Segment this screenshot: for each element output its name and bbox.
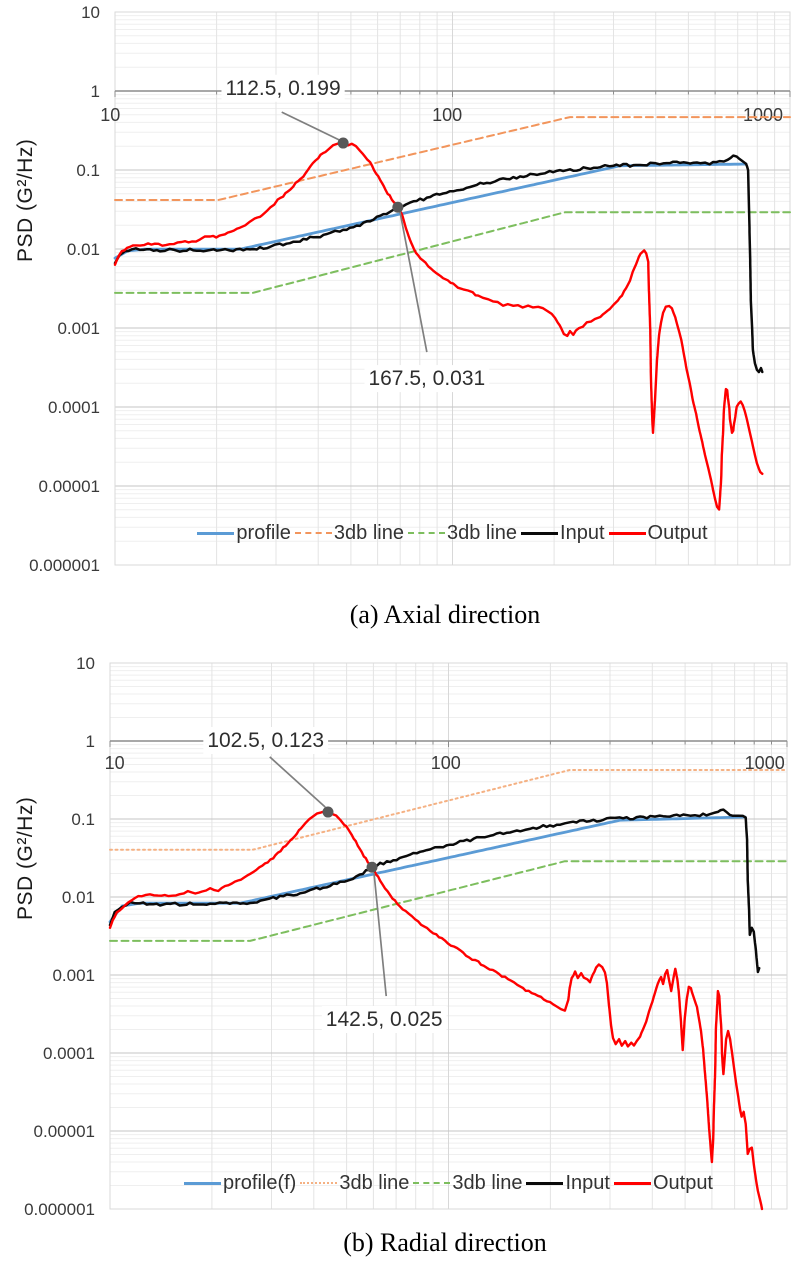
legend-item-label: 3db line [333,521,404,544]
legend-a: profile 3db line 3db line Input Output [115,520,790,546]
series-3db-line-upper [109,769,788,851]
y-axis-title-a: PSD (G²/Hz) [14,138,37,262]
legend-line-icon [613,1181,651,1185]
annotation-label-bg [203,726,329,754]
axial-chart: 10 1 0.1 0.01 0.001 0.0001 0.00001 0.000001 10 10… [0,0,800,590]
x-tick-label: 10 [105,753,125,773]
legend-item-label: 3db line [452,1171,523,1194]
series-3db-line-lower [109,860,788,942]
y-tick-label: 0.01 [62,888,95,907]
plot-border [114,11,791,566]
legend-line-icon [300,1182,338,1184]
y-tick-label: 0.001 [57,319,100,338]
legend-item-output: Output [608,521,708,545]
y-tick-label: 0.000001 [29,556,100,575]
legend-line-icon [294,532,332,534]
y-tick-label: 0.00001 [39,477,100,496]
y-tick-label: 0.1 [76,161,100,180]
legend-item-input: Input [521,521,605,545]
legend-item-label: Output [652,1171,713,1194]
x-tick-label: 1000 [745,753,785,773]
series-profile-f- [108,815,747,924]
legend-line-icon [526,1181,564,1185]
legend-item-profile: profile [197,521,291,545]
y-tick-label: 0.00001 [34,1122,95,1141]
legend-item-3db-line: 3db line [407,521,518,545]
radial-chart-svg: 10 1 0.1 0.01 0.001 0.0001 0.00001 0.000001 10 10… [24,654,788,1219]
annotation-label: 142.5, 0.025 [326,1008,443,1031]
caption-a: (a) Axial direction [349,600,541,629]
legend-item-output: Output [613,1171,713,1195]
legend-line-icon [407,532,445,534]
y-tick-label: 0.1 [71,810,95,829]
y-axis-title-b: PSD (G²/Hz) [14,796,37,920]
annotation: 167.5, 0.031 [364,201,490,393]
legend-line-icon [413,1182,451,1184]
radial-chart: 10 1 0.1 0.01 0.001 0.0001 0.00001 0.000001 10 10… [0,648,800,1226]
annotation-label: 167.5, 0.031 [368,367,485,390]
legend-item-3db-line: 3db line [300,1172,409,1195]
callout-dot [366,861,378,873]
callout-dot [392,201,404,213]
annotation: 142.5, 0.025 [321,861,447,1033]
legend-item-3db-line: 3db line [413,1172,522,1195]
legend-item-3db-line: 3db line [294,521,404,545]
callout-line [373,873,388,997]
annotation-label: 112.5, 0.199 [225,77,340,100]
series-output [113,142,764,511]
series-input [113,154,764,374]
x-tick-label: 100 [432,105,462,125]
y-tick-label: 10 [76,654,95,673]
legend-line-icon [197,531,235,535]
legend-item-label: Input [565,1171,610,1194]
y-tick-label: 1 [91,82,100,101]
caption-b: (b) Radial direction [343,1228,547,1257]
legend-item-label: 3db line [446,521,518,544]
series-output [108,809,764,1211]
callout-line [399,210,428,353]
y-tick-label: 0.000001 [24,1200,95,1219]
annotation-label-bg [364,365,490,393]
y-tick-label: 0.0001 [43,1044,95,1063]
y-tick-label: 10 [81,3,100,22]
x-tick-label: 1000 [743,105,783,125]
legend-item-label: profile [236,521,291,544]
legend-item-label: Input [560,521,605,544]
y-tick-label: 0.0001 [48,398,100,417]
x-tick-label: 100 [431,753,461,773]
series-input [108,808,761,974]
legend-line-icon [183,1181,221,1185]
annotation: 102.5, 0.123 [203,726,334,818]
annotation-label-bg [221,74,345,102]
callout-dot [337,137,349,149]
y-tick-label: 0.001 [52,966,95,985]
x-tick-label: 10 [100,105,120,125]
legend-item-input: Input [526,1171,610,1195]
callout-dot [322,806,334,818]
y-tick-label: 1 [86,732,95,751]
legend-item-label: Output [647,521,708,544]
callout-line [281,111,342,142]
annotation-label-bg [321,1005,447,1033]
annotation: 112.5, 0.199 [221,74,349,149]
annotation-label: 102.5, 0.123 [207,729,324,752]
plot-border [109,662,788,1210]
legend-item-profile-f-: profile(f) [183,1171,297,1195]
legend-item-label: profile(f) [222,1171,297,1194]
callout-line [269,756,326,808]
legend-line-icon [608,531,646,535]
legend-line-icon [521,531,559,535]
legend-item-label: 3db line [339,1171,410,1194]
series-3db-line-lower [114,211,791,294]
tick-labels: 10 1 0.1 0.01 0.001 0.0001 0.00001 0.000001 10 10… [24,654,785,1219]
y-tick-label: 0.01 [67,240,100,259]
legend-b: profile(f) 3db line 3db line Input Output [110,1170,787,1196]
series-3db-line-upper [114,116,791,201]
